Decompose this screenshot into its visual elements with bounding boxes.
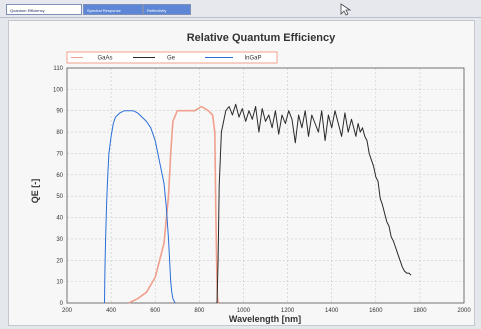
tab-reflectivity[interactable]: Reflectivity bbox=[143, 4, 191, 15]
y-tick-label: 10 bbox=[56, 280, 63, 286]
legend-label-ingap: InGaP bbox=[244, 56, 261, 62]
series-line-ge bbox=[216, 103, 412, 304]
mouse-cursor-icon bbox=[340, 3, 352, 16]
qe-chart: Relative Quantum Efficiency GaAs Ge InGaP … bbox=[30, 32, 471, 324]
x-tick-label: 1600 bbox=[369, 308, 383, 314]
y-axis-label: QE [-] bbox=[30, 179, 40, 204]
y-tick-label: 90 bbox=[56, 109, 63, 115]
x-tick-label: 2000 bbox=[457, 308, 471, 314]
y-tick-label: 40 bbox=[56, 216, 63, 222]
x-tick-label: 800 bbox=[194, 308, 205, 314]
tab-bar: Quantum Efficiency Spectral Response Ref… bbox=[0, 0, 481, 18]
x-tick-label: 600 bbox=[150, 308, 161, 314]
y-tick-label: 20 bbox=[56, 258, 63, 264]
x-axis-label: Wavelength [nm] bbox=[229, 314, 301, 324]
plot-area bbox=[66, 67, 465, 304]
x-tick-label: 400 bbox=[106, 308, 117, 314]
x-tick-label: 200 bbox=[62, 308, 73, 314]
y-tick-label: 70 bbox=[56, 151, 63, 157]
chart-title: Relative Quantum Efficiency bbox=[187, 32, 336, 44]
tab-spectral-response[interactable]: Spectral Response bbox=[83, 4, 143, 15]
x-tick-label: 1200 bbox=[281, 308, 295, 314]
y-tick-label: 30 bbox=[56, 237, 63, 243]
y-tick-label: 60 bbox=[56, 173, 63, 179]
y-tick-labels: 0 10 20 30 40 50 60 70 80 90 100 110 bbox=[53, 66, 64, 307]
chart-series bbox=[104, 103, 412, 304]
series-line-ingap bbox=[104, 110, 176, 304]
y-tick-label: 0 bbox=[60, 301, 64, 307]
chart-panel: Relative Quantum Efficiency GaAs Ge InGaP … bbox=[8, 20, 475, 326]
x-tick-labels: 200 400 600 800 1000 1200 1400 1600 1800 2000 bbox=[62, 308, 471, 314]
y-tick-label: 110 bbox=[53, 66, 63, 72]
legend-label-ge: Ge bbox=[167, 56, 176, 62]
tab-quantum-efficiency[interactable]: Quantum Efficiency bbox=[6, 4, 82, 15]
x-tick-label: 1400 bbox=[325, 308, 339, 314]
y-tick-label: 50 bbox=[56, 194, 63, 200]
series-line-gaas bbox=[128, 105, 220, 304]
legend-box bbox=[66, 51, 278, 64]
y-tick-label: 80 bbox=[56, 130, 63, 136]
y-tick-label: 100 bbox=[53, 87, 64, 93]
x-tick-label: 1000 bbox=[237, 308, 251, 314]
chart-legend: GaAs Ge InGaP bbox=[66, 51, 278, 64]
legend-label-gaas: GaAs bbox=[97, 56, 112, 62]
chart-grid bbox=[66, 67, 465, 304]
x-tick-label: 1800 bbox=[413, 308, 427, 314]
